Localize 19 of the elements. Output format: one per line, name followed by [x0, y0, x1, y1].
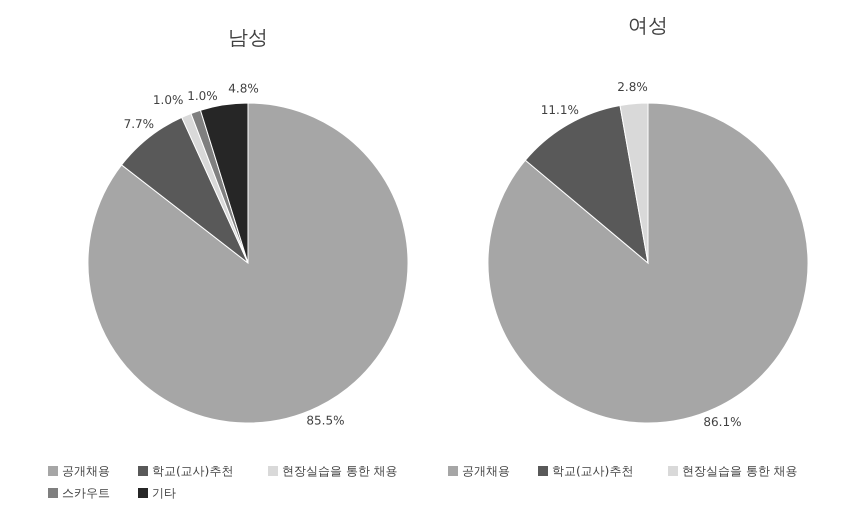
data-label: 7.7%	[124, 117, 154, 132]
legend-label: 학교(교사)추천	[152, 464, 234, 478]
chart-title: 남성	[228, 25, 268, 49]
data-label: 85.5%	[306, 413, 344, 428]
legend-label: 학교(교사)추천	[552, 464, 634, 478]
data-label: 4.8%	[228, 81, 259, 96]
chart-title: 여성	[628, 13, 668, 37]
legend-label: 현장실습을 통한 채용	[682, 464, 798, 478]
legend-label: 스카우트	[62, 486, 110, 500]
data-label: 86.1%	[703, 414, 742, 429]
legend-label: 공개채용	[462, 464, 510, 478]
data-label: 11.1%	[540, 102, 579, 117]
data-label: 1.0%	[152, 92, 184, 107]
legend-label: 공개채용	[62, 464, 110, 478]
data-label: 1.0%	[187, 88, 218, 103]
legend-label: 기타	[152, 486, 176, 500]
data-label: 2.8%	[617, 80, 648, 94]
legend-label: 현장실습을 통한 채용	[282, 464, 398, 478]
pie-slice	[88, 102, 408, 424]
